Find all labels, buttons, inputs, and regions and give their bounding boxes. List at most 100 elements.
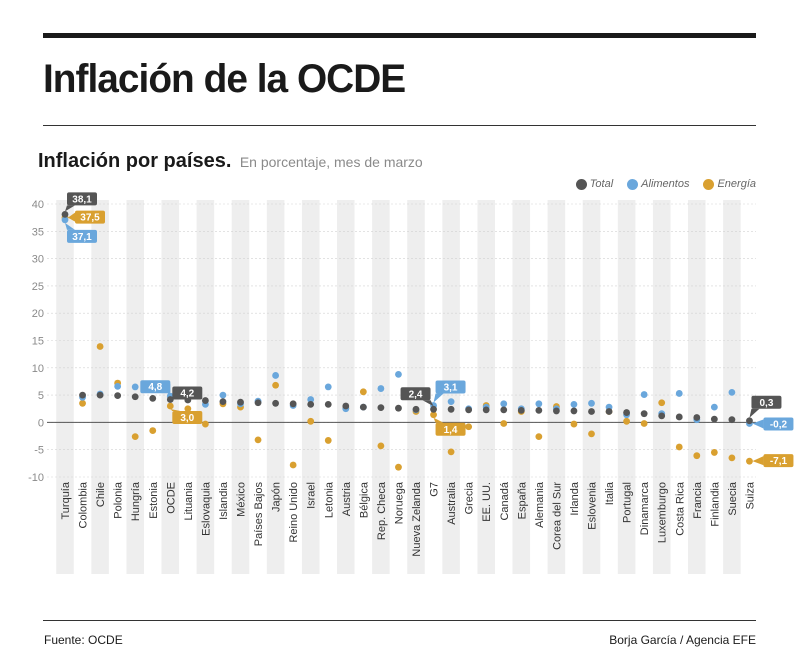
x-category-label: Costa Rica	[674, 481, 686, 536]
data-point-total	[605, 408, 613, 415]
y-tick-label: 25	[32, 281, 44, 293]
x-category-label: Turquía	[60, 481, 72, 519]
data-point-energía	[447, 448, 455, 456]
data-point-total	[61, 210, 69, 218]
x-category-label: Luxemburgo	[657, 482, 669, 543]
data-point-energía	[166, 402, 174, 410]
legend-total-label: Total	[589, 178, 614, 190]
y-tick-label: 20	[32, 308, 44, 320]
x-category-label: Eslovaquia	[200, 481, 212, 536]
data-point-total	[430, 405, 437, 413]
legend-alimentos-dot	[627, 178, 639, 190]
bottom-rule	[43, 620, 756, 621]
chart-subtitle-note: En porcentaje, mes de marzo	[239, 154, 423, 170]
data-point-total	[96, 391, 104, 399]
data-point-total	[535, 406, 543, 414]
x-category-label: OCDE	[165, 482, 177, 514]
data-point-energía	[272, 381, 279, 389]
x-category-label: Colombia	[78, 481, 90, 528]
callout-label: 0,3	[759, 398, 773, 409]
data-point-total	[482, 406, 490, 414]
data-point-energía	[324, 437, 332, 444]
x-category-label: Reino Unido	[288, 482, 300, 543]
column-stripe	[231, 200, 250, 574]
data-point-energía	[395, 463, 402, 471]
column-stripe	[688, 200, 706, 574]
legend-item-energia: Energía	[703, 178, 756, 190]
source-label: Fuente: OCDE	[44, 633, 123, 647]
x-category-label: Italia	[604, 481, 616, 505]
data-point-total	[412, 405, 420, 413]
data-point-total	[500, 406, 508, 414]
x-category-label: Canadá	[499, 481, 511, 520]
x-category-label: Países Bajos	[253, 482, 265, 547]
callout-box	[67, 229, 97, 243]
chart-subtitle-main: Inflación por países.	[38, 150, 232, 172]
callout-box	[751, 395, 782, 409]
data-point-energía	[359, 388, 367, 396]
data-point-total	[553, 407, 560, 415]
data-point-energía	[675, 443, 683, 451]
column-stripe	[56, 200, 74, 574]
x-category-label: Australia	[446, 481, 458, 525]
data-point-total	[114, 392, 122, 400]
x-category-label: México	[236, 482, 248, 517]
x-category-label: EE. UU.	[481, 482, 493, 522]
x-category-label: Alemania	[534, 481, 546, 528]
callout-box	[140, 380, 171, 394]
data-point-energía	[254, 436, 262, 444]
data-point-energía	[588, 430, 595, 438]
x-category-label: España	[516, 481, 528, 519]
column-stripe	[723, 200, 741, 574]
data-point-total	[710, 415, 718, 423]
callout-label: 2,4	[409, 389, 423, 400]
x-category-label: Rep. Checa	[376, 481, 388, 540]
x-category-label: Suiza	[744, 481, 756, 509]
data-point-total	[623, 409, 630, 416]
callout-pointer	[749, 408, 760, 418]
callout-label: 3,0	[180, 413, 194, 424]
column-stripe	[91, 200, 109, 574]
data-point-alimentos	[640, 391, 648, 398]
x-category-label: Portugal	[622, 482, 634, 523]
callout-box	[75, 210, 105, 224]
data-point-alimentos	[500, 400, 508, 408]
data-point-energía	[658, 399, 666, 407]
data-point-total	[658, 412, 666, 420]
callout-box	[400, 387, 431, 401]
x-category-label: Israel	[306, 482, 318, 509]
x-category-label: Islandia	[218, 481, 230, 520]
y-tick-label: 30	[32, 254, 44, 266]
data-point-total	[324, 400, 332, 408]
callout-pointer	[433, 417, 444, 423]
x-category-label: Polonia	[113, 481, 125, 519]
credit-label: Borja García / Agencia EFE	[609, 633, 756, 647]
data-point-alimentos	[588, 399, 595, 407]
callout-label: 3,1	[444, 382, 458, 393]
data-point-alimentos	[395, 370, 402, 378]
callout-box	[67, 192, 97, 206]
x-category-label: Suecia	[727, 481, 739, 516]
data-point-alimentos	[219, 391, 227, 399]
data-point-total	[149, 394, 157, 402]
data-point-energía	[570, 420, 578, 428]
data-point-energía	[149, 427, 157, 434]
legend-energia-dot	[703, 178, 715, 190]
x-category-label: Dinamarca	[639, 481, 651, 535]
column-stripe	[617, 200, 636, 574]
data-point-total	[693, 414, 701, 421]
top-rule	[43, 33, 756, 38]
data-point-total	[640, 410, 648, 418]
callout-box	[763, 417, 794, 431]
y-tick-label: -10	[28, 472, 44, 484]
data-point-alimentos	[131, 383, 139, 391]
data-point-energía	[96, 343, 104, 350]
data-point-energía	[500, 420, 508, 427]
callout-box	[435, 380, 466, 394]
data-point-energía	[465, 423, 473, 431]
legend-item-total: Total	[575, 178, 614, 190]
data-point-energía	[202, 420, 209, 428]
y-tick-label: 35	[32, 226, 44, 238]
data-point-total	[570, 407, 578, 415]
